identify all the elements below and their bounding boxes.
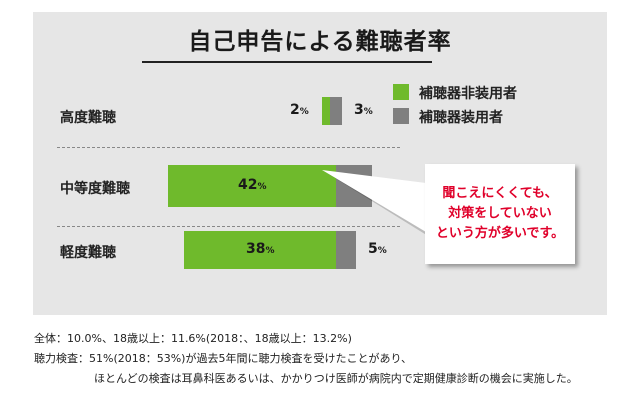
category-label: 高度難聴: [60, 110, 116, 126]
callout-line: 対策をしていない: [448, 206, 552, 221]
title-underline: [142, 61, 432, 63]
legend-label-wearers: 補聴器装用者: [419, 110, 503, 126]
value-label-non-wearers: 2%: [290, 102, 309, 118]
row-divider: [57, 147, 400, 148]
footnote-exam-detail: ほとんどの検査は耳鼻科医あるいは、かかりつけ医師が病院内で定期健康診断の機会に実…: [94, 372, 578, 385]
legend-swatch-non-wearers: [393, 84, 409, 100]
callout-text: 聞こえにくくても、 対策をしていない という方が多いです。: [425, 184, 575, 244]
bar-non-wearers: [168, 165, 336, 207]
footnote-overall: 全体：10.0%、18歳以上：11.6%(2018：、18歳以上：13.2%): [34, 332, 352, 345]
bar-wearers: [336, 165, 372, 207]
value-label-non-wearers: 42%: [238, 177, 267, 193]
callout-line: という方が多いです。: [435, 226, 565, 241]
bar-non-wearers: [184, 231, 336, 269]
category-label: 軽度難聴: [60, 245, 116, 261]
value-label-wearers: 5%: [368, 241, 387, 257]
value-label-non-wearers: 38%: [246, 241, 275, 257]
callout-line: 聞こえにくくても、: [442, 186, 558, 201]
legend-swatch-wearers: [393, 108, 409, 124]
footnote-hearing-test: 聴力検査：51%(2018：53%)が過去5年間に聴力検査を受けたことがあり、: [34, 352, 413, 365]
callout-box: 聞こえにくくても、 対策をしていない という方が多いです。: [425, 164, 575, 264]
row-divider: [57, 226, 400, 227]
legend-label-non-wearers: 補聴器非装用者: [419, 86, 517, 102]
bar-non-wearers: [322, 97, 330, 125]
bar-wearers: [330, 97, 342, 125]
category-label: 中等度難聴: [60, 181, 130, 197]
chart-title: 自己申告による難聴者率: [188, 29, 452, 55]
value-label-wearers: 9%: [384, 177, 403, 193]
bar-wearers: [336, 231, 356, 269]
value-label-wearers: 3%: [354, 102, 373, 118]
